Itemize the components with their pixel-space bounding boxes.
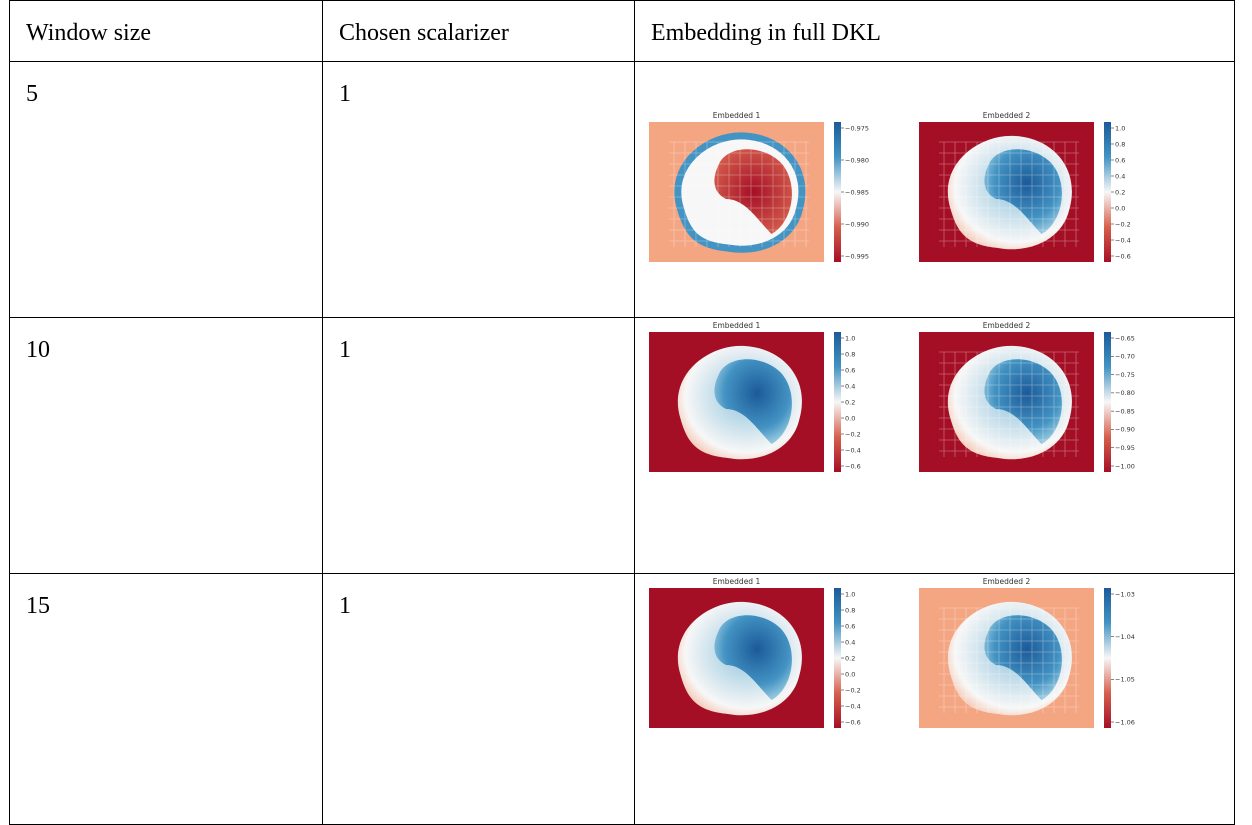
colorbar-tick-label: −0.90 [1115,426,1135,434]
window-size-value: 5 [26,81,38,107]
heatmap-core [984,615,1062,700]
colorbar-tick-label: 1.0 [1115,124,1125,132]
scalarizer-cell: 1 [322,573,635,825]
header-cell: Embedding in full DKL [634,0,1235,62]
colorbar-tick-label: −0.70 [1115,353,1135,361]
colorbar-tick-label: 0.2 [1115,188,1125,196]
heatmap-core [984,359,1062,444]
header-row: Window size Chosen scalarizer Embedding … [9,0,1235,62]
embedding-cell: Embedded 1 −0.975 −0.980 −0.985 −0.990 −0.995… [634,61,1235,318]
colorbar-tick-label: −0.975 [845,124,869,132]
colorbar-tick-label: −0.75 [1115,371,1135,379]
colorbar [834,122,841,262]
heatmap-grid [939,607,1079,713]
heatmap-core [714,359,792,444]
scalarizer-value: 1 [339,593,351,619]
colorbar-tick-label: 0.6 [845,366,855,374]
embedding-cell: Embedded 1 1.0 0.8 0.6 0.4 0.2 0.0 −0.2 −0.4 −0.6… [634,573,1235,825]
colorbar-tick-label: −1.06 [1115,718,1135,726]
colorbar-tick-label: 0.6 [1115,156,1125,164]
colorbar-tick-label: 0.2 [845,398,855,406]
colorbar-tick-label: −0.6 [845,462,861,470]
window-size-value: 15 [26,593,50,619]
window-size-cell: 10 [9,317,323,574]
colorbar-tick-label: 1.0 [845,334,855,342]
table-row: 15 1 Embedded 1 1.0 0.8 0.6 0.4 0.2 0.0 −0.2 −0.… [9,573,1235,825]
colorbar [1104,588,1111,728]
panel-title: Embedded 2 [983,577,1031,586]
colorbar-tick-label: −1.04 [1115,633,1135,641]
colorbar-tick-label: −0.6 [845,718,861,726]
colorbar-tick-label: 0.4 [1115,172,1125,180]
colorbar-tick-label: −0.80 [1115,389,1135,397]
scalarizer-value: 1 [339,81,351,107]
colorbar-tick-label: 0.8 [845,350,855,358]
colorbar-tick-label: −0.4 [845,702,861,710]
colorbar-tick-label: −0.990 [845,220,869,228]
colorbar-tick-label: −0.4 [845,446,861,454]
colorbar-tick-label: −0.6 [1115,252,1131,260]
panel-title: Embedded 2 [983,321,1031,330]
table-row: 5 1 Embedded 1 −0.975 −0.980 −0.985 −0.990 −0… [9,61,1235,318]
colorbar-tick-label: 1.0 [845,590,855,598]
panel-title: Embedded 2 [983,111,1031,120]
window-size-cell: 5 [9,61,323,318]
colorbar-tick-label: 0.0 [845,670,855,678]
panel-title: Embedded 1 [713,321,761,330]
window-size-value: 10 [26,337,50,363]
embedding-cell: Embedded 1 1.0 0.8 0.6 0.4 0.2 0.0 −0.2 −0.4 −0.6… [634,317,1235,574]
scalarizer-cell: 1 [322,61,635,318]
colorbar [834,332,841,472]
colorbar-tick-label: 0.8 [845,606,855,614]
table-row: 10 1 Embedded 1 1.0 0.8 0.6 0.4 0.2 0.0 −0.2 −0.… [9,317,1235,574]
heatmap-core [714,149,792,234]
scalarizer-value: 1 [339,337,351,363]
colorbar-tick-label: 0.2 [845,654,855,662]
colorbar-tick-label: −1.03 [1115,590,1135,598]
colorbar-tick-label: 0.0 [1115,204,1125,212]
panel-title: Embedded 1 [713,111,761,120]
embedding-figure: Embedded 1 1.0 0.8 0.6 0.4 0.2 0.0 −0.2 −0.4 −0.6… [649,321,1135,472]
scalarizer-cell: 1 [322,317,635,574]
header-scalarizer: Chosen scalarizer [339,20,509,46]
header-embedding: Embedding in full DKL [651,20,881,46]
heatmap-grid [939,141,1079,247]
colorbar-tick-label: −0.85 [1115,407,1135,415]
colorbar-tick-label: −0.2 [1115,220,1131,228]
colorbar-tick-label: −0.985 [845,188,869,196]
heatmap-core [984,149,1062,234]
embedding-figure: Embedded 1 1.0 0.8 0.6 0.4 0.2 0.0 −0.2 −0.4 −0.6… [649,577,1135,728]
colorbar [1104,122,1111,262]
colorbar-tick-label: 0.6 [845,622,855,630]
colorbar [1104,332,1111,472]
colorbar-tick-label: −0.980 [845,156,869,164]
colorbar-tick-label: −1.05 [1115,676,1135,684]
colorbar-tick-label: −0.2 [845,686,861,694]
colorbar-tick-label: −0.995 [845,252,869,260]
results-table: Window size Chosen scalarizer Embedding … [9,0,1235,825]
heatmap-grid [939,351,1079,457]
colorbar-tick-label: 0.4 [845,382,855,390]
colorbar-tick-label: −0.95 [1115,444,1135,452]
header-cell: Chosen scalarizer [322,0,635,62]
colorbar-tick-label: −0.65 [1115,334,1135,342]
heatmap-core [714,615,792,700]
colorbar [834,588,841,728]
colorbar-tick-label: 0.8 [1115,140,1125,148]
header-window-size: Window size [26,20,152,46]
colorbar-tick-label: 0.0 [845,414,855,422]
header-cell: Window size [9,0,323,62]
panel-title: Embedded 1 [713,577,761,586]
colorbar-tick-label: −0.2 [845,430,861,438]
heatmap-grid [669,141,809,247]
colorbar-tick-label: −1.00 [1115,462,1135,470]
colorbar-tick-label: 0.4 [845,638,855,646]
colorbar-tick-label: −0.4 [1115,236,1131,244]
window-size-cell: 15 [9,573,323,825]
embedding-figure: Embedded 1 −0.975 −0.980 −0.985 −0.990 −0.995… [649,111,1131,262]
